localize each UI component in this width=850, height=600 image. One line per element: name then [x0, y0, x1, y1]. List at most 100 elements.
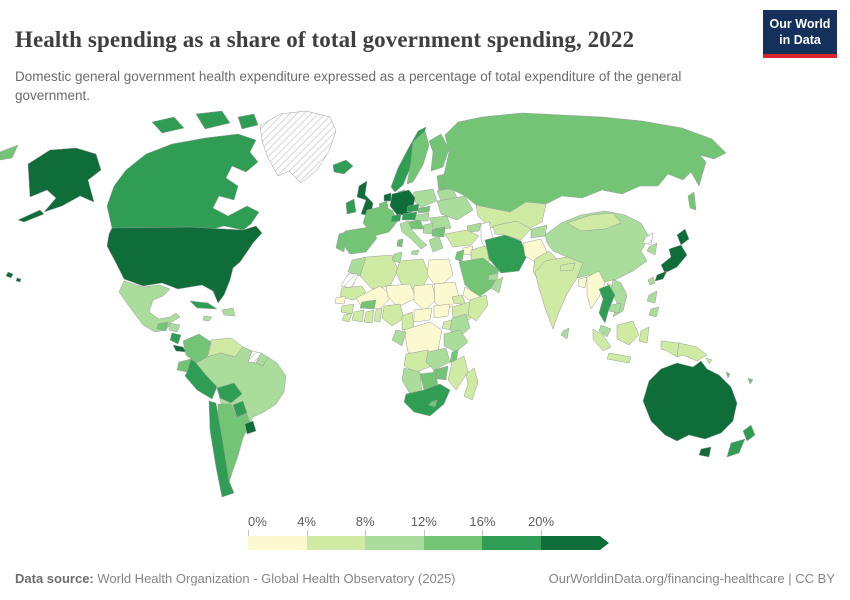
country-portugal[interactable]	[335, 231, 347, 253]
country-cambodia[interactable]	[608, 302, 622, 314]
country-indonesia-borneo[interactable]	[616, 320, 640, 346]
country-honduras[interactable]	[168, 322, 181, 333]
country-gulf-states[interactable]	[487, 272, 499, 281]
country-lesotho[interactable]	[428, 399, 438, 408]
country-malaysia[interactable]	[598, 324, 612, 338]
country-indonesia-java[interactable]	[606, 352, 632, 364]
country-hungary[interactable]	[414, 212, 430, 222]
country-romania[interactable]	[428, 215, 452, 231]
country-madagascar[interactable]	[463, 367, 479, 401]
country-angola[interactable]	[403, 349, 433, 373]
country-mozambique[interactable]	[447, 355, 469, 391]
legend-bin-4-8%[interactable]	[306, 536, 366, 550]
country-north-korea[interactable]	[642, 232, 654, 246]
country-iceland[interactable]	[332, 159, 354, 175]
country-sri-lanka[interactable]	[560, 327, 570, 340]
country-caucasus[interactable]	[466, 222, 482, 233]
country-ireland[interactable]	[345, 198, 357, 215]
country-ukraine[interactable]	[436, 195, 474, 221]
country-indonesia-sulawesi[interactable]	[638, 326, 650, 344]
country-taiwan[interactable]	[647, 276, 656, 286]
country-mexico[interactable]	[118, 280, 181, 333]
country-japan-honshu[interactable]	[660, 244, 688, 274]
legend-bin-12-16%[interactable]	[423, 536, 483, 550]
country-japan-kyushu[interactable]	[654, 270, 668, 282]
country-hawaii-2[interactable]	[15, 277, 22, 283]
country-thailand[interactable]	[598, 284, 616, 324]
country-hawaii[interactable]	[5, 271, 14, 279]
country-russia-sakhalin[interactable]	[687, 191, 697, 211]
country-united-states[interactable]	[106, 225, 263, 304]
country-namibia[interactable]	[401, 367, 423, 395]
country-myanmar[interactable]	[586, 270, 606, 310]
country-niger[interactable]	[385, 283, 417, 308]
country-burkina-faso[interactable]	[359, 299, 377, 310]
country-alaska-aleutians[interactable]	[17, 209, 45, 223]
country-chile[interactable]	[208, 400, 235, 498]
country-canada-arctic-3[interactable]	[237, 113, 259, 130]
country-south-sudan[interactable]	[433, 303, 451, 319]
country-philippines-2[interactable]	[648, 306, 660, 318]
legend-bin-20%+[interactable]	[540, 536, 609, 550]
country-sardinia[interactable]	[396, 238, 404, 248]
country-spain[interactable]	[340, 226, 378, 255]
country-south-africa[interactable]	[403, 383, 451, 417]
legend-bin-8-12%[interactable]	[365, 536, 424, 550]
country-philippines-1[interactable]	[646, 290, 658, 304]
country-cote-divoire[interactable]	[351, 309, 365, 323]
country-canada[interactable]	[106, 133, 260, 232]
country-turkmenistan-uzbekistan[interactable]	[492, 220, 532, 241]
country-uruguay[interactable]	[244, 420, 257, 435]
country-mongolia[interactable]	[566, 212, 622, 232]
country-ghana[interactable]	[363, 309, 375, 324]
country-somalia[interactable]	[467, 294, 489, 322]
country-central-african-republic[interactable]	[413, 307, 433, 323]
country-india[interactable]	[534, 256, 584, 330]
country-fiji[interactable]	[747, 377, 754, 385]
country-kyrgyzstan-tajikistan[interactable]	[530, 224, 548, 239]
country-germany[interactable]	[389, 189, 416, 217]
country-greenland[interactable]	[259, 110, 337, 184]
country-russia-chukotka[interactable]	[0, 144, 19, 161]
country-tasmania[interactable]	[698, 446, 712, 458]
country-nigeria[interactable]	[381, 303, 405, 327]
country-egypt[interactable]	[426, 258, 454, 290]
country-new-zealand-south[interactable]	[726, 438, 746, 458]
country-serbia[interactable]	[422, 222, 434, 235]
country-peru[interactable]	[184, 358, 218, 400]
country-nicaragua[interactable]	[169, 332, 182, 345]
country-indonesia-papua[interactable]	[660, 340, 680, 358]
legend-bin-16-20%[interactable]	[482, 536, 541, 550]
country-russia[interactable]	[440, 112, 727, 213]
country-guinea[interactable]	[340, 303, 355, 315]
country-greece[interactable]	[428, 235, 444, 253]
country-oman[interactable]	[490, 276, 504, 294]
country-cuba[interactable]	[189, 300, 218, 310]
country-gabon-congo[interactable]	[391, 329, 407, 347]
country-bolivia[interactable]	[216, 382, 243, 404]
country-bangladesh[interactable]	[577, 276, 588, 289]
country-france[interactable]	[362, 205, 398, 237]
country-solomon-islands[interactable]	[705, 357, 713, 365]
country-canada-arctic-2[interactable]	[195, 110, 231, 130]
country-sicily[interactable]	[410, 249, 420, 256]
country-jordan-israel[interactable]	[454, 249, 465, 263]
country-switzerland[interactable]	[390, 213, 402, 223]
country-slovakia[interactable]	[417, 205, 431, 214]
country-sierra-leone[interactable]	[341, 312, 353, 323]
country-tanzania[interactable]	[443, 329, 469, 353]
country-australia[interactable]	[642, 360, 738, 442]
country-south-korea[interactable]	[646, 242, 658, 256]
country-canada-arctic-1[interactable]	[151, 116, 185, 134]
country-new-zealand-north[interactable]	[742, 424, 756, 442]
country-sweden[interactable]	[406, 130, 430, 185]
country-papua-new-guinea[interactable]	[676, 342, 708, 362]
country-jamaica[interactable]	[202, 315, 213, 322]
country-nepal[interactable]	[559, 262, 576, 272]
country-paraguay[interactable]	[232, 400, 248, 418]
country-zambia[interactable]	[425, 347, 451, 371]
country-china[interactable]	[544, 210, 650, 284]
country-turkey[interactable]	[444, 229, 480, 248]
country-alaska[interactable]	[27, 147, 102, 213]
legend-bin-0-4%[interactable]	[248, 536, 307, 550]
